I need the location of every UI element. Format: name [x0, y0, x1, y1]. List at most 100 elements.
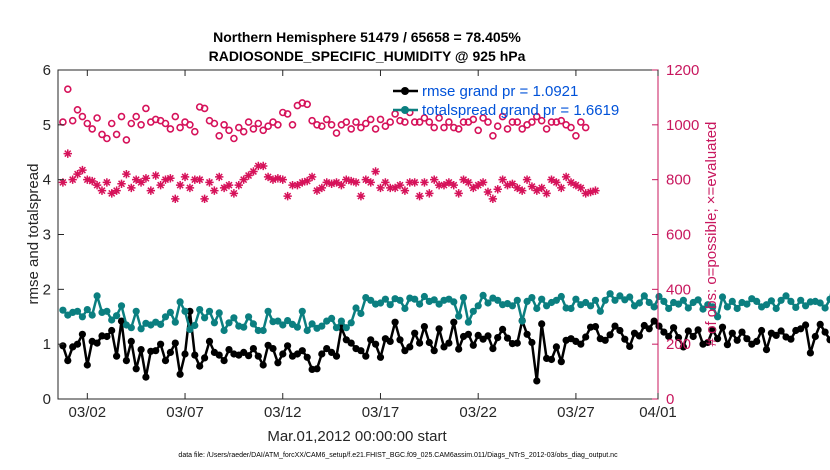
obs-possible-marker: [288, 121, 297, 129]
obs-evaluated-marker: [322, 178, 331, 187]
data-point: [127, 324, 135, 332]
data-point: [743, 300, 751, 308]
data-point: [660, 328, 668, 336]
obs-evaluated-marker: [537, 183, 546, 193]
data-point: [802, 302, 810, 310]
data-point: [181, 307, 189, 315]
data-point: [533, 304, 541, 313]
obs-evaluated-marker: [215, 172, 224, 182]
obs-possible-marker: [274, 121, 282, 129]
obs-evaluated-marker: [307, 172, 317, 182]
obs-evaluated-marker: [249, 167, 258, 176]
obs-evaluated-marker: [190, 175, 200, 184]
data-point: [78, 330, 86, 338]
obs-evaluated-marker: [503, 180, 512, 190]
data-point: [728, 329, 736, 337]
data-point: [777, 296, 785, 304]
data-point: [723, 303, 732, 311]
data-point: [665, 332, 673, 341]
obs-possible-marker: [381, 122, 390, 130]
obs-evaluated-marker: [146, 186, 156, 195]
data-point: [157, 340, 165, 348]
data-point: [274, 317, 282, 325]
data-point: [337, 317, 345, 325]
y-left-tick-label: 3: [43, 227, 51, 244]
data-point: [406, 343, 414, 351]
data-point: [655, 322, 663, 330]
obs-possible-marker: [322, 115, 331, 124]
data-point: [157, 320, 165, 328]
obs-evaluated-marker: [200, 194, 209, 204]
data-point: [616, 326, 624, 335]
data-point: [601, 336, 609, 344]
data-point: [201, 354, 209, 362]
data-point: [474, 302, 482, 310]
obs-evaluated-marker: [127, 183, 136, 193]
obs-evaluated-marker: [542, 189, 551, 198]
data-point: [665, 304, 673, 313]
obs-evaluated-marker: [102, 178, 112, 187]
data-point: [303, 326, 311, 335]
obs-evaluated-marker: [566, 178, 576, 187]
y-left-tick-label: 0: [43, 391, 51, 408]
data-point: [372, 340, 380, 348]
obs-evaluated-marker: [254, 161, 263, 171]
obs-evaluated-marker: [356, 191, 366, 201]
obs-possible-marker: [415, 118, 424, 126]
data-point: [215, 351, 223, 359]
data-point: [293, 323, 301, 331]
data-point: [635, 332, 644, 340]
obs-possible-marker: [98, 130, 106, 139]
obs-evaluated-marker: [327, 179, 336, 188]
y-right-tick-label: 0: [666, 391, 674, 408]
data-point: [635, 299, 644, 307]
data-point: [484, 332, 492, 340]
obs-evaluated-marker: [83, 175, 92, 184]
data-point: [279, 350, 287, 358]
data-point: [117, 302, 126, 310]
obs-possible-marker: [83, 119, 92, 128]
obs-possible-marker: [410, 118, 419, 126]
data-file-footnote: data file: /Users/raeder/DAI/ATM_forcXX/…: [178, 452, 618, 459]
data-point: [767, 297, 776, 305]
data-point: [313, 365, 321, 373]
obs-evaluated-marker: [268, 175, 278, 184]
obs-possible-marker: [425, 118, 434, 126]
data-point: [279, 321, 287, 329]
data-point: [347, 319, 355, 327]
data-point: [645, 325, 653, 333]
data-point: [122, 357, 130, 365]
data-point: [582, 333, 590, 341]
legend: rmse grand pr = 1.0921 totalspread grand…: [393, 83, 619, 119]
data-point: [821, 328, 829, 336]
data-point: [284, 317, 292, 325]
obs-possible-marker: [235, 123, 243, 132]
data-point: [318, 322, 326, 330]
obs-possible-marker: [557, 116, 566, 125]
obs-possible-marker: [107, 119, 116, 128]
obs-possible-marker: [64, 85, 72, 93]
data-point: [108, 316, 116, 324]
obs-possible-marker: [122, 136, 131, 144]
legend-rmse-label: rmse grand pr = 1.0921: [422, 83, 578, 100]
obs-evaluated-marker: [586, 187, 595, 197]
data-point: [93, 292, 101, 300]
data-point: [650, 303, 658, 311]
obs-evaluated-marker: [205, 178, 214, 187]
obs-possible-marker: [454, 125, 463, 133]
obs-possible-marker: [493, 122, 502, 130]
obs-evaluated-marker: [337, 180, 346, 190]
data-point: [196, 362, 204, 370]
obs-evaluated-marker: [244, 171, 253, 180]
obs-evaluated-marker: [141, 174, 151, 183]
obs-possible-marker: [191, 127, 199, 136]
obs-possible-marker: [435, 114, 443, 122]
data-point: [259, 326, 267, 335]
data-point: [464, 330, 472, 338]
data-point: [103, 332, 111, 341]
data-point: [113, 312, 121, 320]
obs-possible-marker: [171, 112, 180, 121]
obs-evaluated-marker: [517, 186, 527, 195]
data-point: [113, 352, 121, 360]
obs-possible-marker: [371, 125, 380, 133]
